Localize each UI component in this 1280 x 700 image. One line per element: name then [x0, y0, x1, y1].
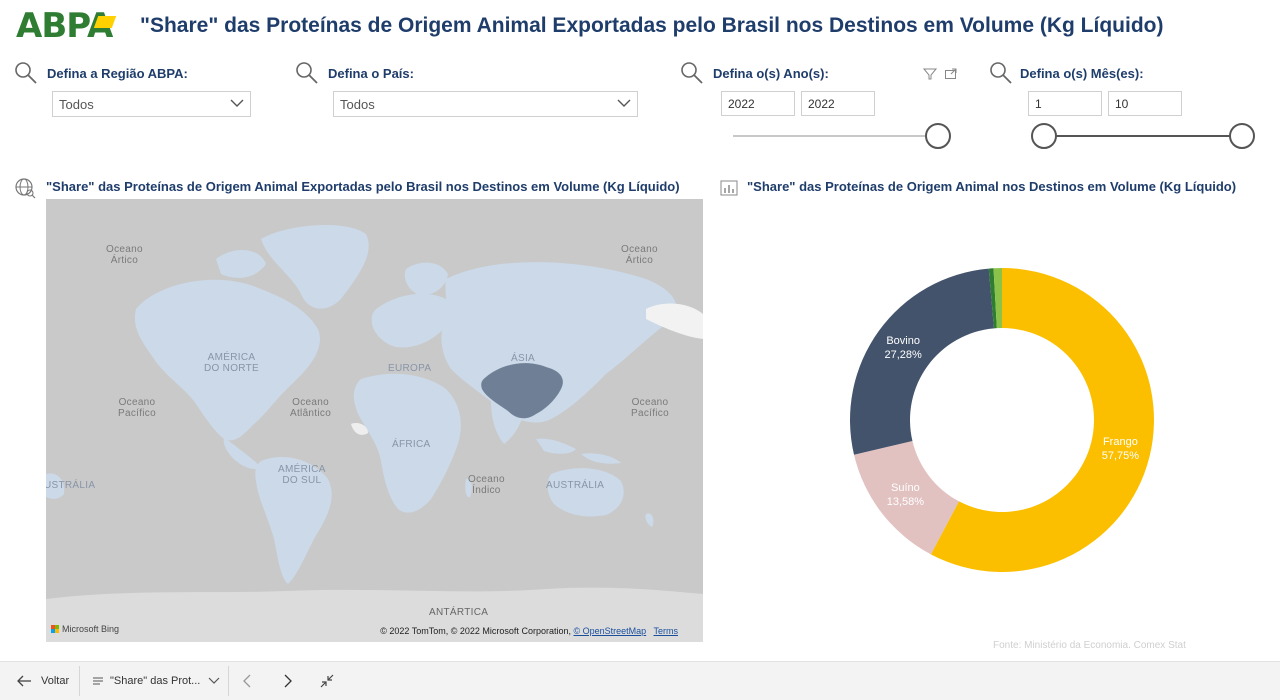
- donut-label-name: Bovino: [886, 335, 920, 348]
- bing-label: Microsoft Bing: [62, 624, 120, 634]
- list-icon: [93, 677, 103, 685]
- month-slider-handle-start[interactable]: [1031, 123, 1057, 149]
- map-label-oceano-indico: Oceano Índico: [468, 474, 505, 496]
- donut-svg: [850, 268, 1154, 572]
- chevron-left-icon: [243, 674, 251, 688]
- page-title: "Share" das Proteínas de Origem Animal E…: [140, 14, 1164, 37]
- donut-slice-suíno[interactable]: [854, 441, 959, 555]
- year-to-input[interactable]: 2022: [801, 91, 875, 116]
- region-select[interactable]: Todos: [52, 91, 251, 117]
- month-to-input[interactable]: 10: [1108, 91, 1182, 116]
- collapse-icon: [320, 674, 334, 688]
- map-copyright: © 2022 TomTom, © 2022 Microsoft Corporat…: [380, 626, 678, 636]
- copyright-text: © 2022 TomTom, © 2022 Microsoft Corporat…: [380, 626, 571, 636]
- map-label-europa: EUROPA: [388, 363, 432, 374]
- search-icon: [15, 62, 37, 84]
- country-select-value: Todos: [340, 97, 375, 112]
- donut-label-value: 57,75%: [1101, 450, 1140, 463]
- back-button[interactable]: Voltar: [16, 662, 69, 700]
- map-label-africa: ÁFRICA: [392, 439, 431, 450]
- focus-mode-icon[interactable]: [944, 67, 958, 81]
- arrow-left-icon: [17, 675, 31, 687]
- donut-label-value: 27,28%: [884, 349, 922, 362]
- donut-slice-bovino[interactable]: [850, 268, 994, 455]
- chevron-down-icon: [208, 677, 220, 684]
- world-map[interactable]: Oceano Ártico Oceano Ártico AMÉRICA DO NORT…: [46, 199, 703, 642]
- logo-flag-mark: [94, 16, 117, 28]
- donut-label-frango: Frango 57,75%: [1090, 435, 1150, 463]
- month-filter-label: Defina o(s) Mês(es):: [1020, 66, 1144, 81]
- map-label-antartica: ANTÁRTICA: [429, 607, 489, 618]
- map-label-australia-e: AUSTRÁLIA: [546, 480, 605, 491]
- year-from-input[interactable]: 2022: [721, 91, 795, 116]
- abpa-logo: ABPA: [16, 6, 117, 46]
- month-slider-handle-end[interactable]: [1229, 123, 1255, 149]
- map-label-oceano-pacifico-w: Oceano Pacífico: [118, 397, 156, 419]
- map-title: "Share" das Proteínas de Origem Animal E…: [46, 179, 680, 194]
- map-label-oceano-artico: Oceano Ártico: [106, 244, 143, 266]
- chevron-right-icon: [284, 674, 292, 688]
- search-icon: [296, 62, 318, 84]
- divider: [228, 666, 229, 696]
- map-label-oceano-artico-e: Oceano Ártico: [621, 244, 658, 266]
- microsoft-logo-icon: [51, 625, 59, 633]
- donut-chart: Frango 57,75% Suíno 13,58% Bovino 27,28%: [820, 255, 1180, 595]
- bottom-navigation-bar: Voltar "Share" das Prot...: [0, 661, 1280, 700]
- fit-to-page-button[interactable]: [320, 662, 334, 700]
- country-select[interactable]: Todos: [333, 91, 638, 117]
- map-label-america-norte: AMÉRICA DO NORTE: [204, 352, 259, 374]
- source-note: Fonte: Ministério da Economia. Comex Sta…: [993, 640, 1186, 651]
- year-filter-label: Defina o(s) Ano(s):: [713, 66, 829, 81]
- chevron-down-icon: [230, 99, 244, 107]
- map-canvas: [46, 224, 703, 642]
- map-label-america-sul: AMÉRICA DO SUL: [278, 464, 326, 486]
- page-selector[interactable]: "Share" das Prot...: [92, 662, 220, 700]
- globe-icon: [15, 178, 36, 199]
- year-slider-track[interactable]: [733, 135, 937, 137]
- donut-label-name: Frango: [1102, 436, 1138, 449]
- highlighted-country[interactable]: [481, 363, 563, 419]
- page-selector-label: "Share" das Prot...: [110, 675, 201, 687]
- back-label: Voltar: [41, 675, 70, 687]
- openstreetmap-link[interactable]: © OpenStreetMap: [573, 626, 647, 636]
- search-icon: [990, 62, 1012, 84]
- month-from-input[interactable]: 1: [1028, 91, 1102, 116]
- month-slider-track[interactable]: [1044, 135, 1242, 137]
- map-label-australia-w: USTRÁLIA: [46, 480, 96, 491]
- donut-label-value: 13,58%: [886, 495, 925, 508]
- previous-page-button[interactable]: [242, 662, 252, 700]
- donut-label-bovino: Bovino 27,28%: [873, 334, 933, 362]
- region-select-value: Todos: [59, 97, 94, 112]
- donut-slice-frango[interactable]: [930, 268, 1154, 572]
- divider: [79, 666, 80, 696]
- country-filter-label: Defina o País:: [328, 66, 414, 81]
- next-page-button[interactable]: [283, 662, 293, 700]
- map-label-asia: ÁSIA: [511, 353, 535, 364]
- year-slider-handle[interactable]: [925, 123, 951, 149]
- donut-label-suíno: Suíno 13,58%: [875, 481, 935, 509]
- donut-slice-other-4[interactable]: [993, 268, 1002, 329]
- bar-chart-icon: [720, 180, 738, 196]
- donut-slice-other-3[interactable]: [988, 268, 997, 329]
- terms-link[interactable]: Terms: [653, 626, 679, 636]
- chevron-down-icon: [617, 99, 631, 107]
- map-label-oceano-atlantico: Oceano Atlântico: [290, 397, 332, 419]
- donut-title: "Share" das Proteínas de Origem Animal n…: [747, 179, 1237, 194]
- region-filter-label: Defina a Região ABPA:: [47, 66, 188, 81]
- map-label-oceano-pacifico-e: Oceano Pacífico: [631, 397, 669, 419]
- filter-icon[interactable]: [923, 67, 937, 81]
- bing-attribution: Microsoft Bing: [51, 624, 119, 634]
- search-icon: [681, 62, 703, 84]
- donut-label-name: Suíno: [891, 481, 920, 494]
